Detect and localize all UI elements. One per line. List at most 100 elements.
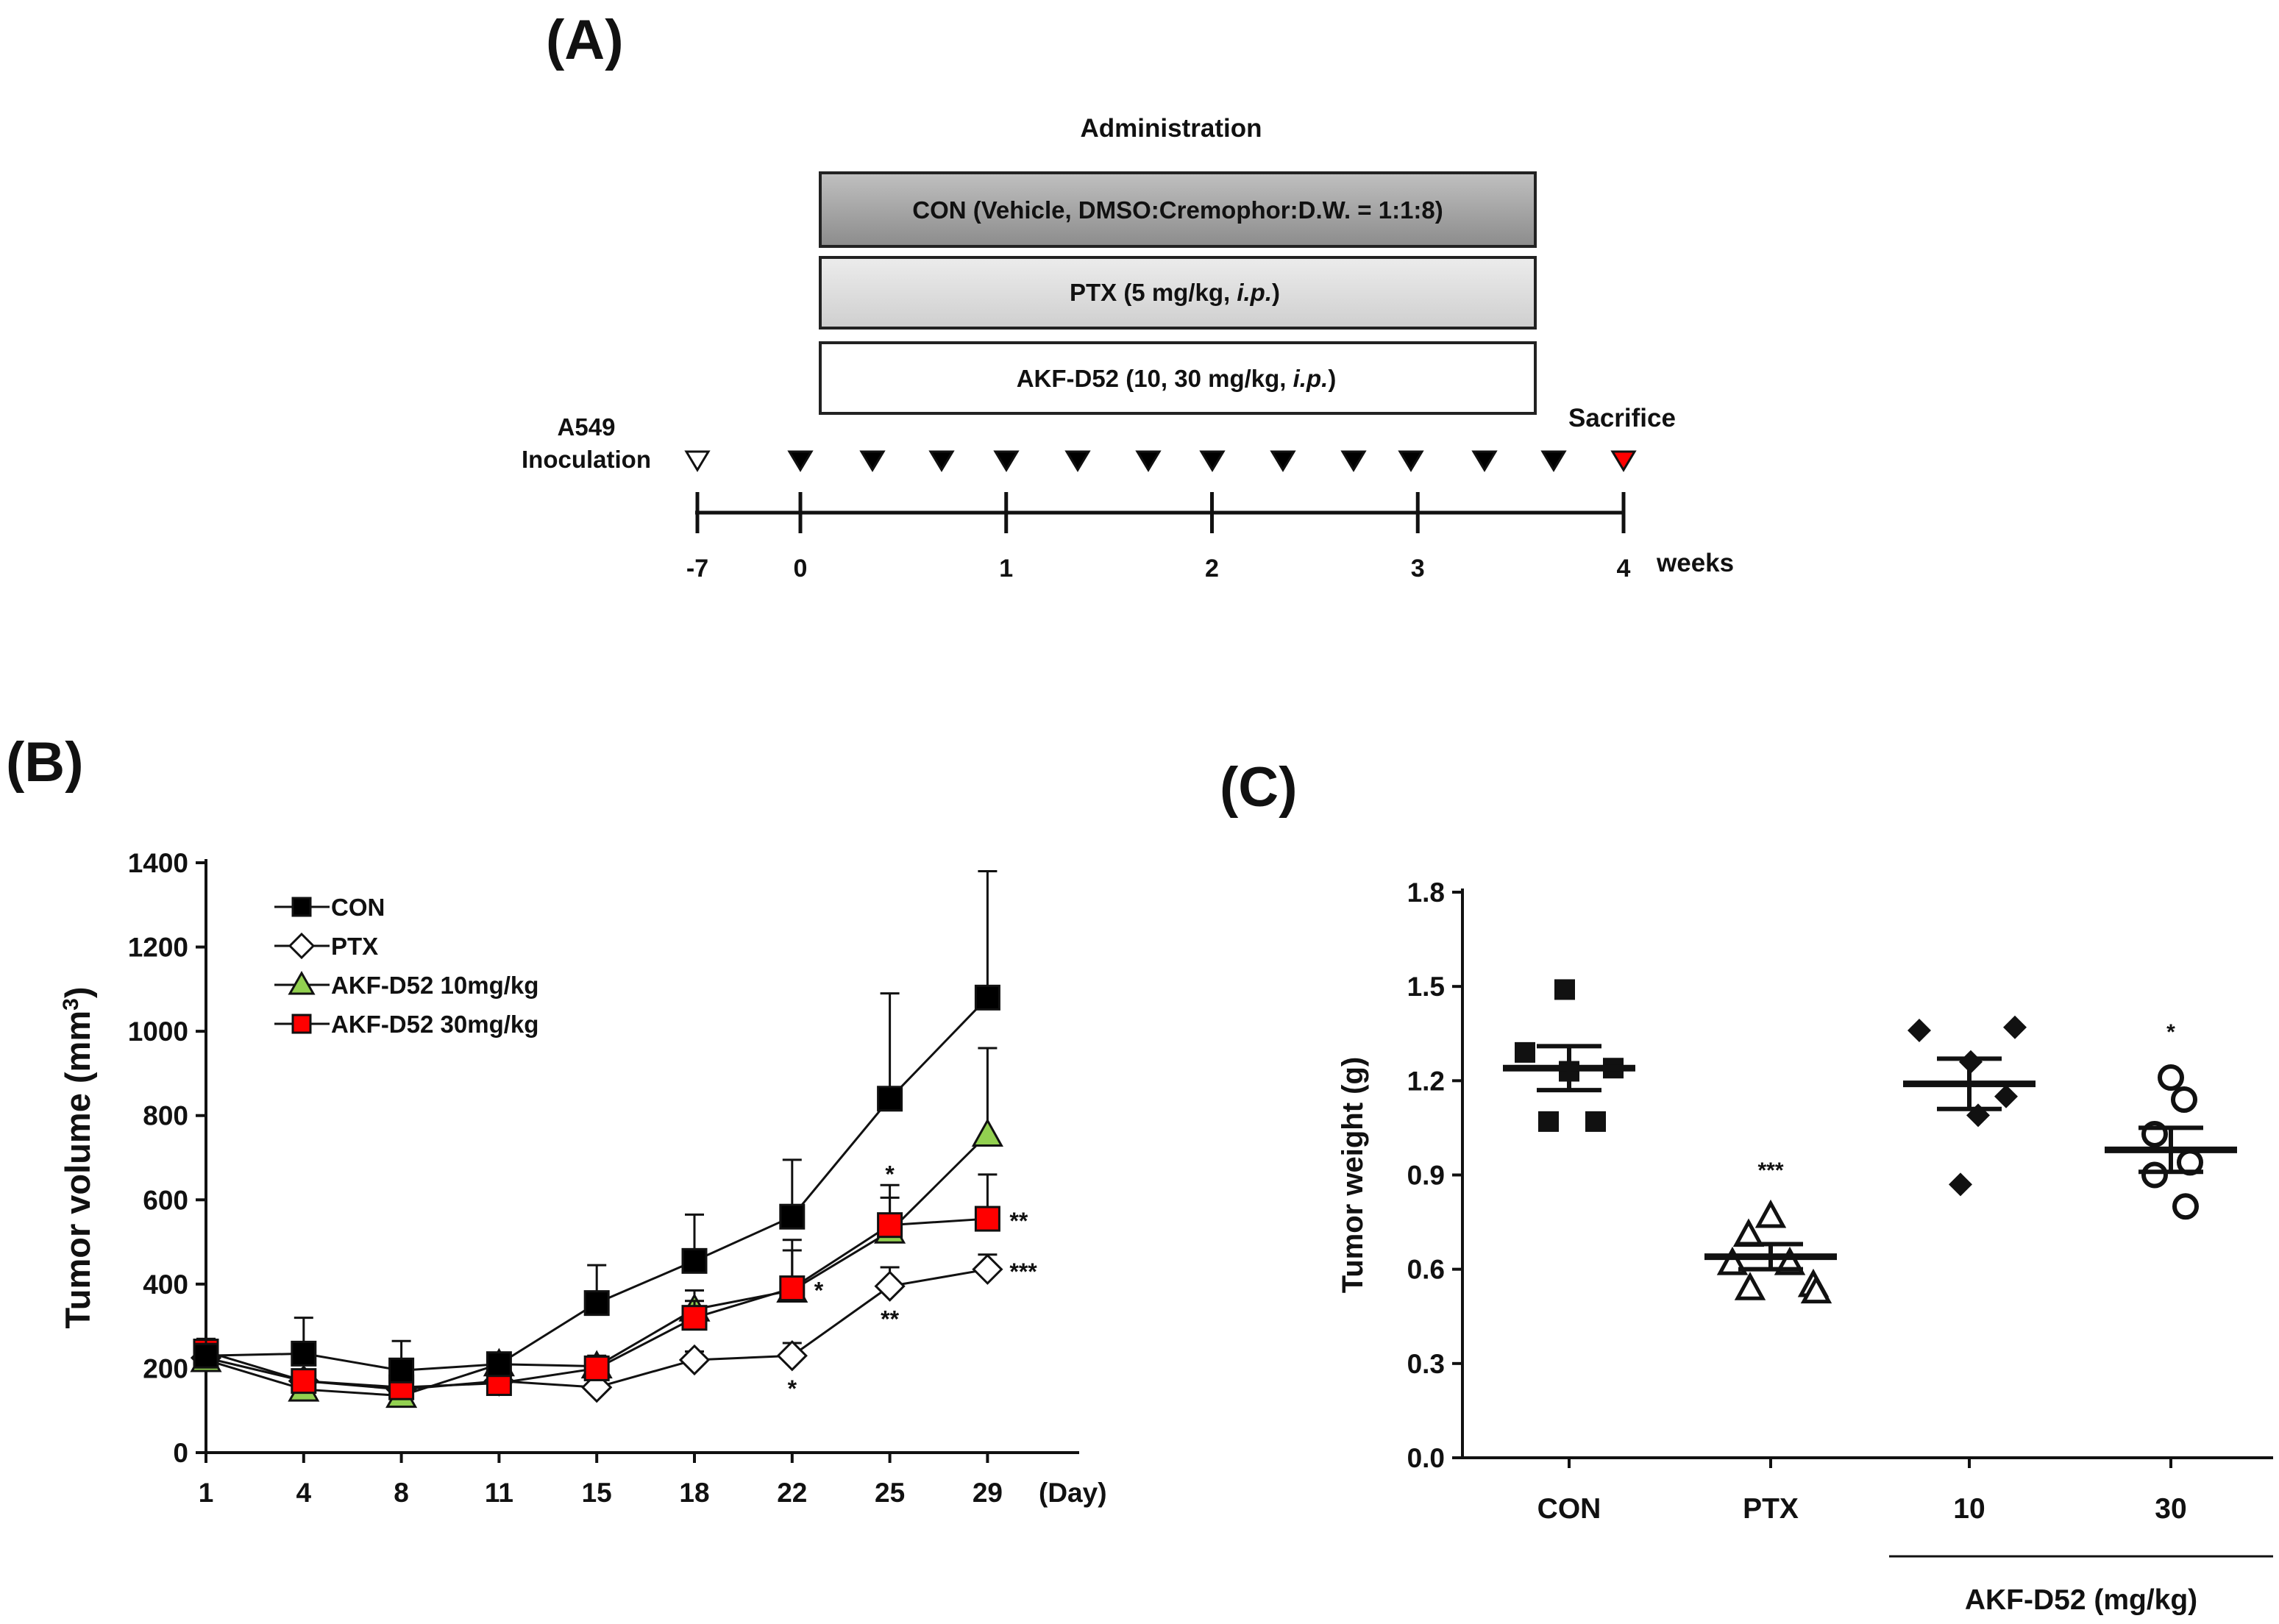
treatment-bar-con: CON (Vehicle, DMSO:Cremophor:D.W. = 1:1:… xyxy=(819,171,1537,248)
data-point xyxy=(1800,1275,1832,1304)
group-ptx: *** xyxy=(1704,1158,1837,1304)
data-point xyxy=(681,1305,708,1331)
significance-mark: *** xyxy=(1757,1158,1783,1183)
significance-mark: *** xyxy=(1009,1258,1037,1285)
panel-c: (C) 0.0 0.3 0.6 0.9 1.2 1.5 1.8 Tumor weight (g… xyxy=(1220,756,2273,1616)
x-tick-label-con: CON xyxy=(1537,1493,1601,1525)
tumor-weight-chart: 0.0 0.3 0.6 0.9 1.2 1.5 1.8 Tumor weight (g) CON… xyxy=(1337,877,2273,1616)
y-tick-label: 400 xyxy=(143,1269,188,1300)
significance-mark: * xyxy=(788,1375,797,1402)
data-point xyxy=(1585,1111,1606,1132)
dose-marker xyxy=(1199,450,1226,472)
dose-marker xyxy=(993,450,1020,472)
dose-marker xyxy=(1540,450,1567,472)
significance-mark: * xyxy=(814,1278,824,1304)
data-point xyxy=(874,1270,906,1302)
group-30: * xyxy=(2105,1020,2237,1220)
timeline-tick-label: -7 xyxy=(686,555,708,583)
data-point xyxy=(877,1086,903,1112)
panel-b: (B) 0 200 400 600 800 1000 1200 1400 1 4 8 11 15 18 22… xyxy=(6,731,1107,1508)
dose-marker xyxy=(1471,450,1498,472)
legend: CON PTX AKF-D52 10mg/kg AKF-D52 30mg/kg xyxy=(274,894,538,1038)
timeline-markers xyxy=(684,450,1637,472)
dose-marker xyxy=(1340,450,1367,472)
data-point xyxy=(388,1357,415,1383)
dose-marker xyxy=(787,450,814,472)
y-tick-label: 1000 xyxy=(128,1016,188,1047)
data-point xyxy=(193,1342,219,1369)
x-tick-label: 1 xyxy=(199,1478,214,1508)
treatment-bar-akf: AKF-D52 (10, 30 mg/kg, i.p.) xyxy=(819,341,1537,415)
sacrifice-marker xyxy=(1610,450,1637,472)
data-point xyxy=(971,1118,1003,1147)
y-tick-label: 1.2 xyxy=(1407,1066,1445,1096)
administration-label: Administration xyxy=(1081,114,1262,143)
data-point xyxy=(291,1368,317,1395)
y-tick-label: 200 xyxy=(143,1353,188,1383)
x-tick-label: 4 xyxy=(296,1478,312,1508)
panel-c-label: (C) xyxy=(1220,756,1298,819)
dose-marker xyxy=(928,450,955,472)
legend-marker xyxy=(288,970,316,995)
x-tick-label: 11 xyxy=(485,1478,513,1508)
y-tick-label: 0.6 xyxy=(1407,1255,1445,1285)
y-axis-label: Tumor volume (mm3) xyxy=(58,987,97,1329)
timeline-tick-label: 3 xyxy=(1411,555,1425,583)
series-con xyxy=(193,869,1000,1383)
x-tick-label: 8 xyxy=(394,1478,409,1508)
sacrifice-label: Sacrifice xyxy=(1568,404,1676,432)
x-tick-label-30: 30 xyxy=(2155,1493,2186,1525)
y-tick-label: 1.5 xyxy=(1407,972,1445,1002)
data-point xyxy=(2003,1015,2027,1039)
legend-marker xyxy=(291,897,312,917)
group-con xyxy=(1503,979,1635,1132)
data-point xyxy=(1949,1172,1972,1197)
group-10 xyxy=(1903,1015,2036,1197)
x-tick-label-ptx: PTX xyxy=(1743,1493,1799,1525)
x-tick-label-10: 10 xyxy=(1953,1493,1985,1525)
panel-a-label: (A) xyxy=(546,9,624,71)
legend-label-ptx: PTX xyxy=(331,933,378,960)
legend-marker xyxy=(288,932,316,960)
data-point xyxy=(1734,1272,1766,1300)
x-tick-label: 18 xyxy=(679,1478,709,1508)
timeline-tick-label: 1 xyxy=(999,555,1013,583)
y-tick-label: 1.8 xyxy=(1407,877,1445,908)
data-point xyxy=(2172,1193,2199,1220)
y-tick-label: 0.9 xyxy=(1407,1161,1445,1191)
inoculation-label-line2: Inoculation xyxy=(522,446,651,473)
data-point xyxy=(972,1253,1003,1285)
data-point xyxy=(776,1340,808,1372)
group-caption: AKF-D52 (mg/kg) xyxy=(1965,1584,2197,1616)
y-tick-label: 1400 xyxy=(128,848,188,878)
significance-mark: * xyxy=(2166,1020,2175,1044)
data-point xyxy=(486,1351,512,1378)
y-tick-label: 0.3 xyxy=(1407,1349,1445,1379)
x-tick-label: 22 xyxy=(777,1478,807,1508)
y-tick-label: 800 xyxy=(143,1101,188,1131)
y-axis-label: Tumor weight (g) xyxy=(1337,1057,1369,1293)
x-tick-label: 15 xyxy=(582,1478,612,1508)
data-point xyxy=(583,1355,610,1381)
timeline-unit-label: weeks xyxy=(1656,549,1734,577)
data-point xyxy=(974,984,1000,1011)
tumor-volume-chart: 0 200 400 600 800 1000 1200 1400 1 4 8 11 15 18 22 25 29… xyxy=(58,848,1107,1508)
timeline-tick-label: 2 xyxy=(1205,555,1219,583)
significance-mark: * xyxy=(885,1161,895,1188)
data-point xyxy=(2141,1161,2168,1189)
y-tick-label: 0.0 xyxy=(1407,1443,1445,1473)
data-point xyxy=(1908,1018,1931,1042)
inoculation-marker xyxy=(684,450,711,472)
data-point xyxy=(877,1212,903,1239)
data-point xyxy=(1515,1041,1535,1063)
dose-marker xyxy=(1064,450,1091,472)
y-tick-label: 1200 xyxy=(128,933,188,963)
data-point xyxy=(1754,1199,1787,1228)
significance-mark: ** xyxy=(1009,1208,1028,1234)
data-point xyxy=(583,1290,610,1317)
treatment-bar-con-text: CON (Vehicle, DMSO:Cremophor:D.W. = 1:1:… xyxy=(912,196,1443,224)
legend-label-akf-d52-30mg-kg: AKF-D52 30mg/kg xyxy=(331,1011,538,1038)
data-point xyxy=(1554,979,1575,1000)
data-point xyxy=(681,1247,708,1274)
